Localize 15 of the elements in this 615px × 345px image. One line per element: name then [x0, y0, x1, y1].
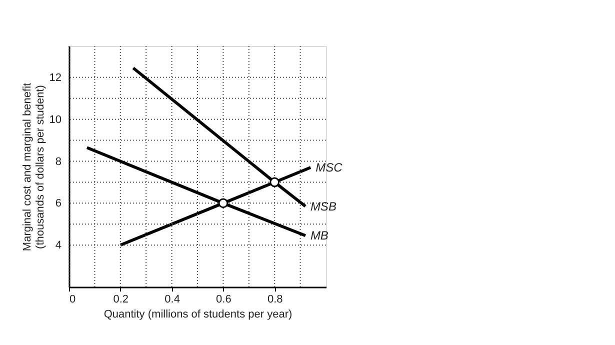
- series-label: MSC: [316, 160, 343, 175]
- series-label: MB: [310, 228, 328, 243]
- y-tick-label: 4: [55, 240, 62, 252]
- series-label: MSB: [310, 199, 336, 214]
- y-tick-label: 12: [49, 72, 62, 84]
- x-tick-label: 0.4: [164, 294, 180, 306]
- x-tick-label: 0.8: [267, 294, 283, 306]
- x-tick-label: 0: [70, 294, 76, 306]
- x-axis-title: Quantity (millions of students per year): [104, 308, 292, 320]
- y-axis-title: Marginal cost and marginal benefit (thousands of dollars per student): [21, 82, 46, 252]
- x-tick-label: 0.6: [216, 294, 232, 306]
- y-tick-label: 10: [49, 114, 62, 126]
- y-tick-label: 8: [55, 156, 62, 168]
- y-tick-label: 6: [55, 198, 62, 210]
- x-tick-label: 0.2: [113, 294, 129, 306]
